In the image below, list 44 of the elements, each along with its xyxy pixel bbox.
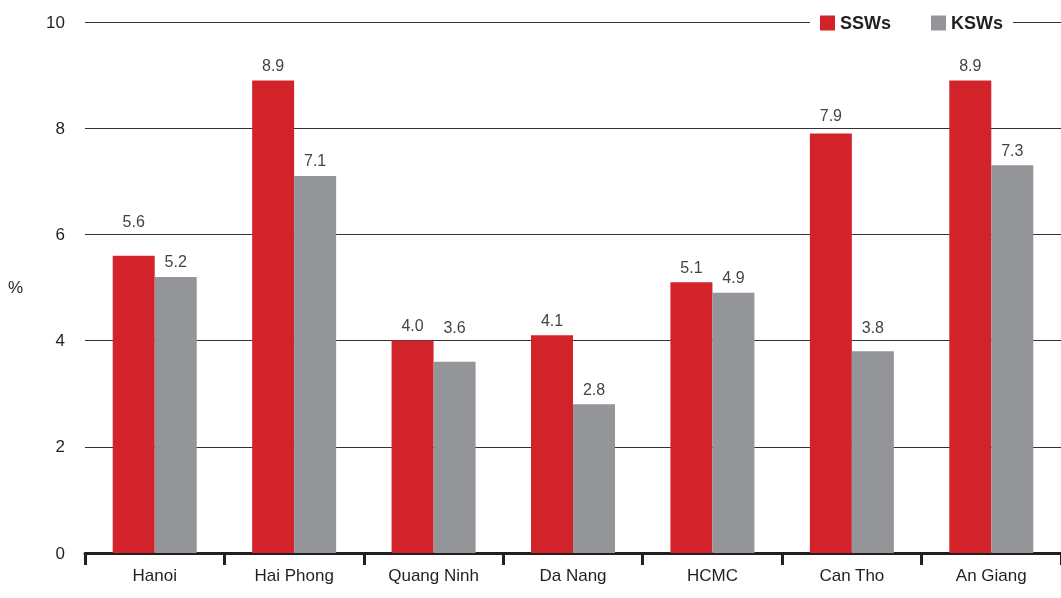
x-tick-label: Quang Ninh — [388, 566, 479, 585]
x-tick-label: Can Tho — [819, 566, 885, 585]
bar — [573, 404, 615, 553]
x-tick-label: HCMC — [686, 566, 738, 585]
data-label: 4.0 — [401, 317, 424, 335]
y-tick-label: 6 — [55, 224, 65, 244]
data-label: 3.6 — [443, 319, 466, 337]
bar — [154, 276, 197, 553]
bar — [433, 361, 476, 553]
bar — [531, 335, 573, 553]
data-label: 8.9 — [262, 56, 285, 74]
legend-label: SSWs — [839, 13, 891, 33]
data-label: 5.6 — [122, 212, 145, 230]
legend-label: KSWs — [951, 13, 1004, 33]
data-label: 4.9 — [722, 269, 745, 287]
y-tick-label: 8 — [55, 118, 65, 138]
x-tick-label: An Giang — [955, 566, 1027, 585]
data-label: 3.8 — [861, 319, 885, 337]
y-tick-label: 10 — [46, 12, 65, 32]
y-tick-label: 4 — [55, 331, 65, 351]
data-label: 5.1 — [680, 258, 703, 276]
bar — [294, 175, 337, 553]
data-label: 7.1 — [304, 152, 327, 170]
bar — [991, 165, 1034, 553]
bar — [809, 133, 852, 553]
y-axis-title: % — [7, 278, 23, 297]
bar — [670, 282, 713, 553]
x-tick-label: Hanoi — [132, 566, 177, 585]
data-label: 7.3 — [1001, 141, 1024, 159]
data-label: 5.2 — [164, 253, 187, 271]
data-label: 2.8 — [582, 380, 606, 398]
bar — [391, 340, 434, 553]
bar — [851, 351, 894, 553]
bar — [252, 80, 295, 553]
bar — [949, 80, 992, 553]
y-tick-label: 0 — [55, 543, 65, 563]
y-tick-label: 2 — [55, 437, 65, 457]
x-tick-label: Da Nang — [539, 566, 607, 585]
bar — [112, 255, 155, 553]
bar — [712, 292, 755, 553]
x-tick-label: Hai Phong — [254, 566, 334, 585]
data-label: 8.9 — [959, 56, 982, 74]
data-label: 7.9 — [819, 106, 843, 124]
data-label: 4.1 — [540, 311, 564, 329]
